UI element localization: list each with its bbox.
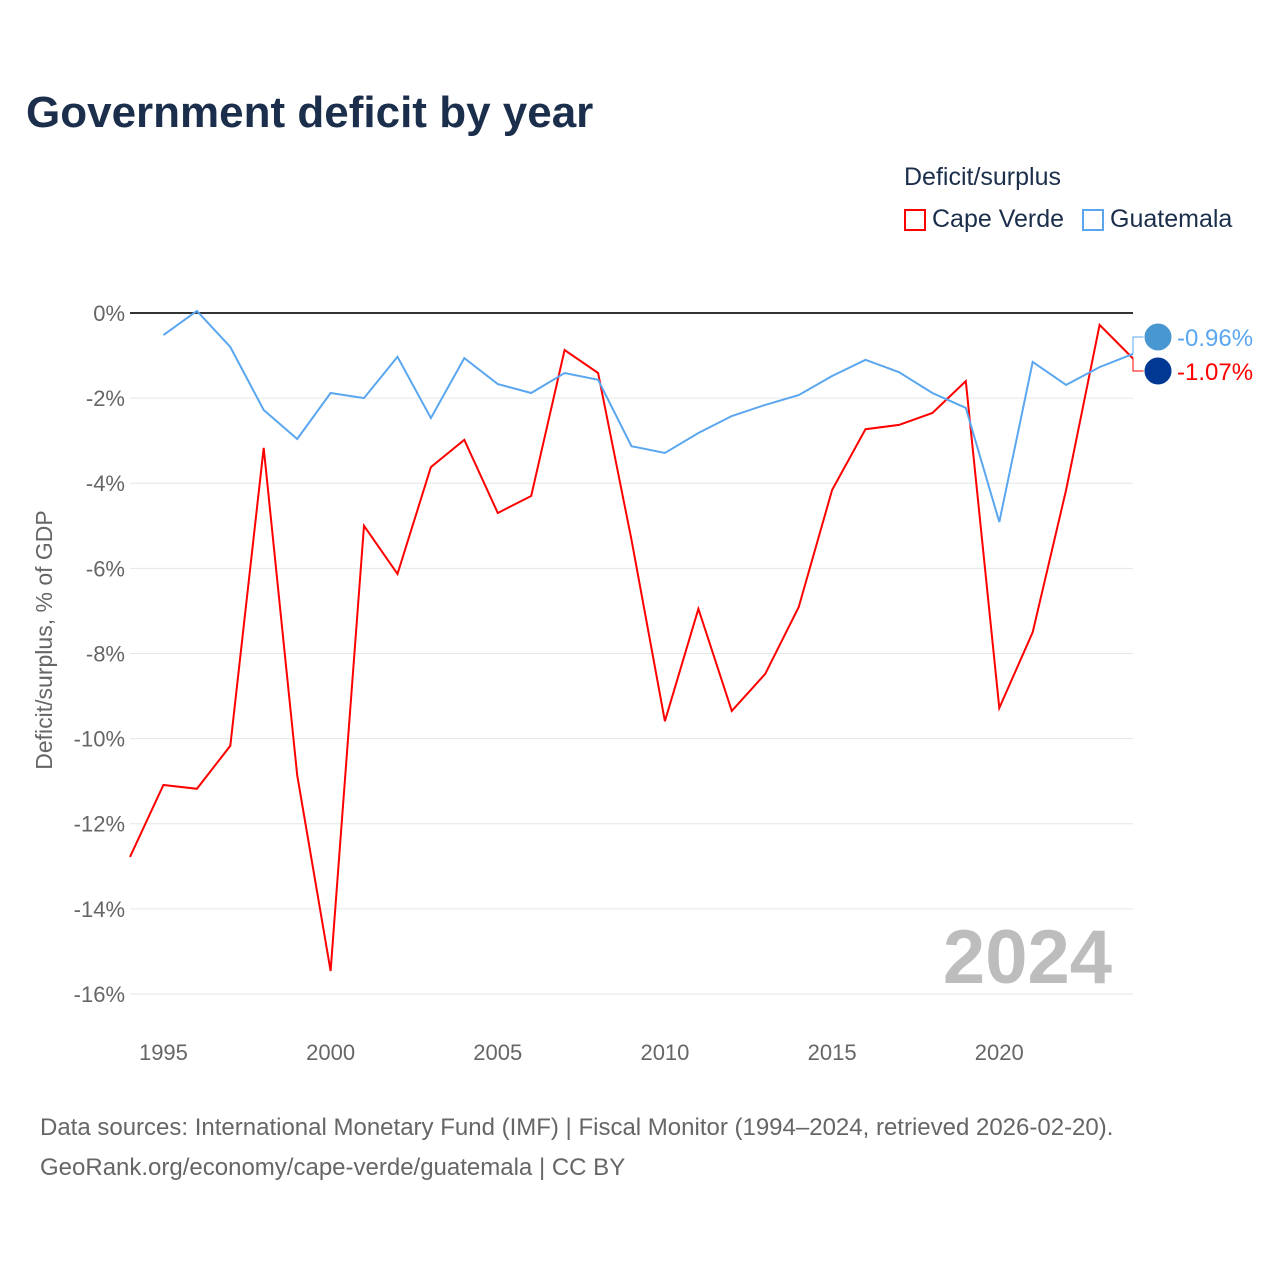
- legend-title: Deficit/surplus: [904, 163, 1061, 191]
- x-tick-label: 2005: [473, 1040, 522, 1065]
- y-tick-label: -2%: [86, 386, 125, 411]
- flag-icon-cape-verde: [1143, 356, 1173, 386]
- end-label-connector: [1132, 358, 1145, 372]
- x-tick-label: 2010: [640, 1040, 689, 1065]
- end-label-connector: [1132, 336, 1145, 354]
- y-axis-label: Deficit/surplus, % of GDP: [31, 510, 57, 769]
- footer: Data sources: International Monetary Fun…: [40, 1108, 1113, 1188]
- series-line-cape-verde: [129, 322, 1134, 972]
- legend-label: Guatemala: [1110, 205, 1233, 233]
- legend-swatch-cape-verde: [904, 208, 926, 231]
- x-tick-label: 2015: [808, 1040, 857, 1065]
- y-tick-label: -10%: [74, 727, 125, 752]
- y-tick-label: -6%: [86, 556, 125, 581]
- y-tick-label: -16%: [74, 982, 125, 1007]
- y-tick-label: -8%: [86, 641, 125, 666]
- legend-label: Cape Verde: [932, 205, 1065, 233]
- y-tick-label: -4%: [86, 471, 125, 496]
- y-tick-label: -14%: [74, 897, 125, 922]
- x-tick-label: 2000: [306, 1040, 355, 1065]
- flag-icon-guatemala: [1143, 322, 1173, 352]
- year-watermark: 2024: [943, 915, 1112, 1000]
- legend: Cape Verde Guatemala: [904, 205, 1232, 234]
- end-value-label: -1.07%: [1177, 359, 1253, 386]
- legend-item-guatemala[interactable]: Guatemala: [1082, 205, 1232, 234]
- attribution-line: GeoRank.org/economy/cape-verde/guatemala…: [40, 1154, 626, 1181]
- series-line-guatemala: [162, 309, 1134, 523]
- y-tick-label: 0%: [93, 301, 125, 326]
- source-line: Data sources: International Monetary Fun…: [40, 1114, 1114, 1141]
- x-tick-label: 2020: [975, 1040, 1024, 1065]
- y-tick-label: -12%: [74, 812, 125, 837]
- legend-swatch-guatemala: [1082, 208, 1105, 231]
- chart-title: Government deficit by year: [26, 88, 594, 137]
- x-tick-label: 1995: [139, 1040, 188, 1065]
- legend-item-cape-verde[interactable]: Cape Verde: [904, 205, 1064, 234]
- end-value-label: -0.96%: [1177, 325, 1253, 352]
